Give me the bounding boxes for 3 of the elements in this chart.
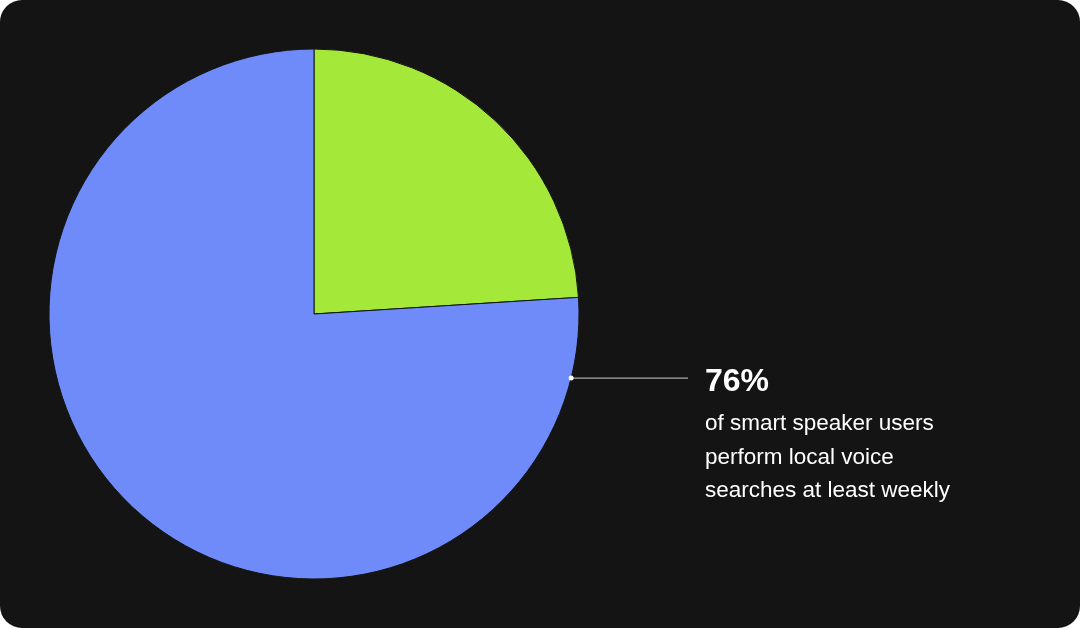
data-label: 76%	[705, 362, 770, 399]
text: of smart speaker users perform local voice searches at least weekly	[705, 410, 951, 503]
pie-slice	[48, 48, 579, 580]
